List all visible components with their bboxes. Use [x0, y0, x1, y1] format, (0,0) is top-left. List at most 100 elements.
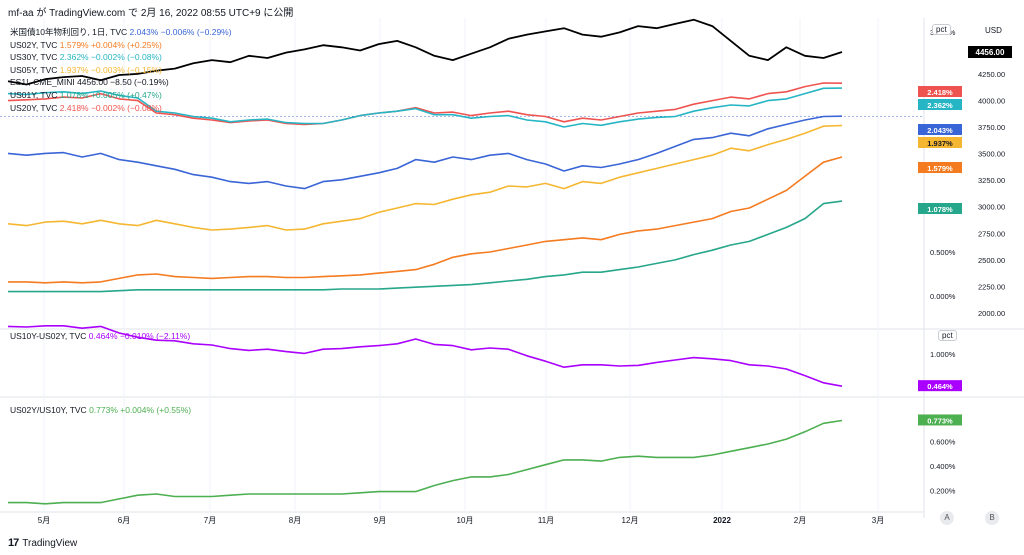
spread-pane [7, 324, 843, 387]
legend-value: 0.773% +0.004% (+0.55%) [89, 405, 192, 415]
legend-symbol: US30Y, TVC [10, 52, 60, 63]
series-line-ratio [8, 419, 843, 505]
legend-symbol: US01Y, TVC [10, 89, 60, 100]
last-value-tag-US20Y-bg [918, 86, 962, 97]
pane-bg-0 [0, 18, 924, 328]
x-tick-label: 8月 [289, 516, 301, 525]
auto-scale-button[interactable]: A [940, 511, 954, 525]
legend-value: 2.043% −0.006% (−0.29%) [129, 27, 232, 37]
legend-row[interactable]: US02Y/US10Y, TVC 0.773% +0.004% (+0.55%) [10, 404, 191, 417]
legend-value: 2.362% −0.002% (−0.08%) [59, 52, 162, 63]
legend-symbol: US05Y, TVC [10, 64, 60, 75]
last-value-tag-US10Y-bg [918, 124, 962, 135]
legend-value: 2.418% −0.002% (−0.08%) [59, 102, 162, 113]
pane-bg-2 [0, 398, 924, 511]
usd-currency-label[interactable]: USD [985, 26, 1002, 35]
spread-pane-legend: US10Y-US02Y, TVC 0.464% −0.010% (−2.11%) [10, 330, 190, 343]
series-line-spread [7, 324, 843, 387]
last-value-tag-US30Y: 2.362% [927, 101, 953, 110]
x-tick-label: 2022 [713, 516, 731, 525]
series-line-US05Y [7, 124, 843, 231]
ratio-pane [8, 419, 843, 505]
last-value-tag-US05Y-bg [918, 137, 962, 148]
chart-canvas[interactable]: 5月6月7月8月9月10月11月12月20222月3月3.000%0.500%0… [0, 18, 1024, 530]
x-tick-label: 7月 [204, 516, 216, 525]
main-pane [0, 18, 924, 293]
footer: 17 TradingView [8, 537, 77, 549]
pct-scale-button[interactable]: pct [932, 24, 951, 35]
usd-tick-label: 4000.00 [978, 96, 1005, 105]
brand-name[interactable]: TradingView [22, 537, 78, 549]
legend-row[interactable]: US01Y, TVC 1.078% +0.005% (+0.47%) [10, 89, 232, 102]
legend-value: 1.937% −0.003% (−0.15%) [59, 64, 162, 75]
last-value-tag-ratio: 0.773% [927, 416, 953, 425]
last-value-tag-US02Y-bg [918, 162, 962, 173]
usd-tick-label: 2250.00 [978, 282, 1005, 291]
x-tick-label: 6月 [118, 516, 130, 525]
usd-tick-label: 3000.00 [978, 203, 1005, 212]
legend-symbol: US02Y, TVC [10, 39, 60, 50]
legend-value: 1.078% +0.005% (+0.47%) [59, 89, 162, 100]
series-line-US20Y [7, 82, 843, 126]
publish-header: mf-aa が TradingView.com で 2月 16, 2022 08… [8, 8, 294, 19]
legend-row[interactable]: US20Y, TVC 2.418% −0.002% (−0.08%) [10, 102, 232, 115]
main-pane-legend: 米国債10年物利回り, 1日, TVC 2.043% −0.006% (−0.2… [10, 26, 232, 114]
last-value-tag-US01Y-bg [918, 203, 962, 214]
series-line-ES1 [7, 18, 843, 86]
usd-tick-label: 2500.00 [978, 256, 1005, 265]
chart-grid [0, 18, 1024, 518]
log-scale-button[interactable]: B [985, 511, 999, 525]
ratio-tick-label: 0.200% [930, 486, 956, 495]
last-value-tag-US01Y: 1.078% [927, 205, 953, 214]
usd-tick-label: 3750.00 [978, 123, 1005, 132]
usd-tick-label: 3250.00 [978, 176, 1005, 185]
tradingview-logo-icon: 17 [8, 537, 19, 549]
legend-row[interactable]: US02Y, TVC 1.579% +0.004% (+0.25%) [10, 39, 232, 52]
series-line-US01Y [8, 200, 843, 293]
legend-value: 4456.00 −8.50 (−0.19%) [77, 77, 169, 88]
usd-tick-label: 4250.00 [978, 70, 1005, 79]
legend-symbol: 米国債10年物利回り, 1日, TVC [10, 27, 130, 37]
legend-symbol: US02Y/US10Y, TVC [10, 405, 90, 415]
series-line-US30Y [7, 87, 843, 128]
last-value-tag-ratio-bg [918, 414, 962, 426]
legend-value: 0.464% −0.010% (−2.11%) [88, 331, 191, 341]
series-line-US10Y [7, 115, 843, 190]
pct-scale-button-2[interactable]: pct [938, 330, 957, 341]
x-tick-label: 2月 [794, 516, 806, 525]
legend-row[interactable]: ES1!, CME_MINI 4456.00 −8.50 (−0.19%) [10, 76, 232, 89]
last-value-tag-US20Y: 2.418% [927, 88, 953, 97]
legend-value: 1.579% +0.004% (+0.25%) [59, 39, 162, 50]
es-last-price: 4456.00 [976, 48, 1005, 57]
last-value-tag-US30Y-bg [918, 99, 962, 110]
last-value-tag-US05Y: 1.937% [927, 139, 953, 148]
legend-row[interactable]: US05Y, TVC 1.937% −0.003% (−0.15%) [10, 64, 232, 77]
ratio-tick-label: 0.400% [930, 462, 956, 471]
ratio-tick-label: 0.600% [930, 438, 956, 447]
pct-tick-label: 0.000% [930, 292, 956, 301]
legend-symbol: ES1!, CME_MINI [10, 77, 78, 88]
usd-tick-label: 2000.00 [978, 309, 1005, 318]
x-tick-label: 11月 [538, 516, 554, 525]
es-last-price-bg [968, 46, 1012, 58]
last-value-tag-spread-bg [918, 380, 962, 392]
pane-bg-1 [0, 330, 924, 396]
legend-row[interactable]: US30Y, TVC 2.362% −0.002% (−0.08%) [10, 51, 232, 64]
legend-row[interactable]: 米国債10年物利回り, 1日, TVC 2.043% −0.006% (−0.2… [10, 26, 232, 39]
x-tick-label: 12月 [622, 516, 639, 525]
ratio-pane-legend: US02Y/US10Y, TVC 0.773% +0.004% (+0.55%) [10, 404, 191, 417]
usd-tick-label: 2750.00 [978, 229, 1005, 238]
x-tick-label: 3月 [872, 516, 884, 525]
last-value-tag-spread: 0.464% [927, 382, 953, 391]
spread-tick-label: 1.000% [930, 350, 956, 359]
last-value-tag-US10Y: 2.043% [927, 126, 953, 135]
series-line-US02Y [8, 156, 843, 284]
x-tick-label: 10月 [457, 516, 474, 525]
last-value-tag-US02Y: 1.579% [927, 164, 953, 173]
pct-tick-label: 0.500% [930, 248, 956, 257]
x-tick-label: 9月 [374, 516, 386, 525]
legend-row[interactable]: US10Y-US02Y, TVC 0.464% −0.010% (−2.11%) [10, 330, 190, 343]
legend-symbol: US10Y-US02Y, TVC [10, 331, 89, 341]
usd-tick-label: 3500.00 [978, 150, 1005, 159]
x-tick-label: 5月 [38, 516, 50, 525]
